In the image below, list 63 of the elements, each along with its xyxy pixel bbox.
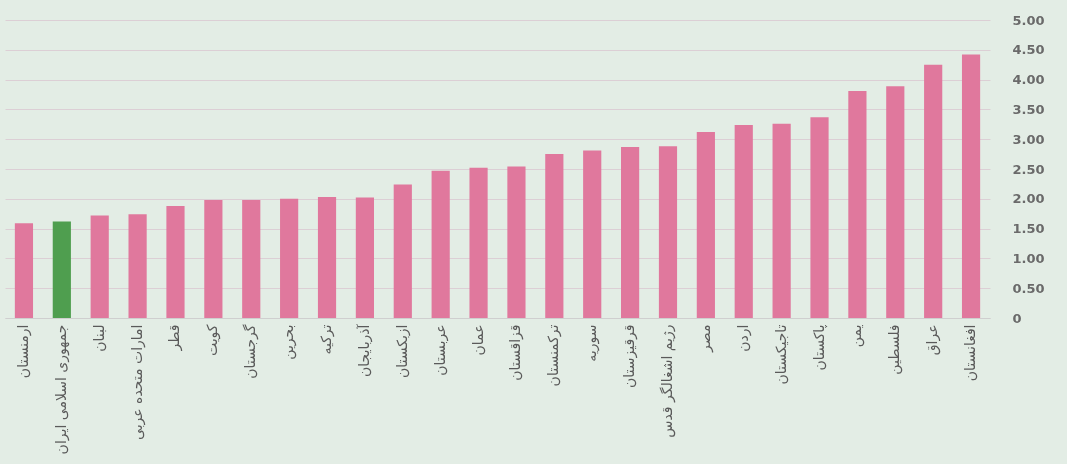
x-tick-label: کویت — [204, 324, 222, 357]
bar — [696, 132, 715, 318]
x-tick-label: سوریه — [583, 324, 601, 362]
bar — [90, 215, 109, 318]
bar — [14, 223, 34, 318]
x-tick-label: لبنان — [90, 324, 107, 352]
y-tick-label: 1.50 — [1012, 221, 1045, 237]
x-tick-label: فلسطین — [886, 324, 904, 375]
bar — [848, 90, 867, 318]
x-tick-label: عمان — [469, 324, 486, 356]
bar — [810, 117, 829, 318]
x-tick-label: ارمنستان — [14, 324, 32, 379]
bar — [507, 166, 526, 318]
bar — [658, 146, 678, 318]
bar — [961, 54, 981, 318]
bar — [431, 170, 450, 318]
x-tick-label: رژیم اشغالگر قدس — [658, 324, 676, 438]
x-tick-label: عربستان — [431, 324, 449, 376]
bar — [204, 199, 223, 318]
y-tick-label: 0 — [1012, 310, 1022, 326]
y-tick-label: 2.50 — [1012, 161, 1045, 177]
bar — [886, 86, 905, 318]
x-tick-label: عراق — [924, 324, 942, 356]
bar — [393, 184, 412, 318]
bar — [583, 150, 602, 318]
bar — [545, 154, 564, 318]
x-tick-label: ازبکستان — [393, 324, 411, 379]
x-tick-label: تاجیکستان — [772, 324, 789, 385]
x-tick-label: جمهوری اسلامی ایران — [52, 324, 70, 455]
bar — [52, 221, 71, 318]
y-tick-label: 3.00 — [1012, 131, 1045, 147]
y-tick-label: 3.50 — [1012, 101, 1045, 117]
bar — [317, 197, 337, 318]
x-tick-label: گرجستان — [242, 324, 260, 379]
bar — [128, 214, 147, 318]
bar — [355, 197, 374, 318]
x-tick-label: بحرین — [280, 324, 298, 360]
x-tick-label: قطر — [166, 324, 184, 352]
x-tick-label: ترکمنستان — [545, 324, 563, 387]
bar — [469, 167, 488, 318]
x-tick-label: مصر — [696, 324, 714, 353]
x-tick-label: اردن — [734, 324, 752, 352]
bar — [734, 124, 753, 318]
bar — [242, 199, 261, 318]
y-tick-label: 0.50 — [1012, 280, 1045, 296]
y-tick-label: 4.50 — [1012, 42, 1045, 58]
x-tick-label: یمن — [848, 324, 866, 348]
x-tick-label: قزاقستان — [507, 324, 525, 381]
bar — [621, 146, 640, 318]
bar — [280, 198, 299, 318]
x-tick-label: پاکستان — [810, 324, 828, 371]
y-tick-label: 4.00 — [1012, 72, 1045, 88]
y-tick-label: 5.00 — [1012, 12, 1045, 28]
x-tick-label: افغانستان — [962, 324, 979, 382]
x-tick-label: امارات متحده عربی — [128, 324, 146, 440]
y-tick-label: 1.00 — [1012, 250, 1045, 266]
bar — [772, 123, 791, 318]
bar — [924, 64, 943, 318]
bar — [166, 205, 185, 318]
y-tick-label: 2.00 — [1012, 191, 1045, 207]
x-tick-label: ترکیه — [318, 324, 336, 355]
x-tick-label: آذربایجان — [355, 323, 373, 378]
x-tick-label: قرقیزستان — [621, 324, 639, 389]
